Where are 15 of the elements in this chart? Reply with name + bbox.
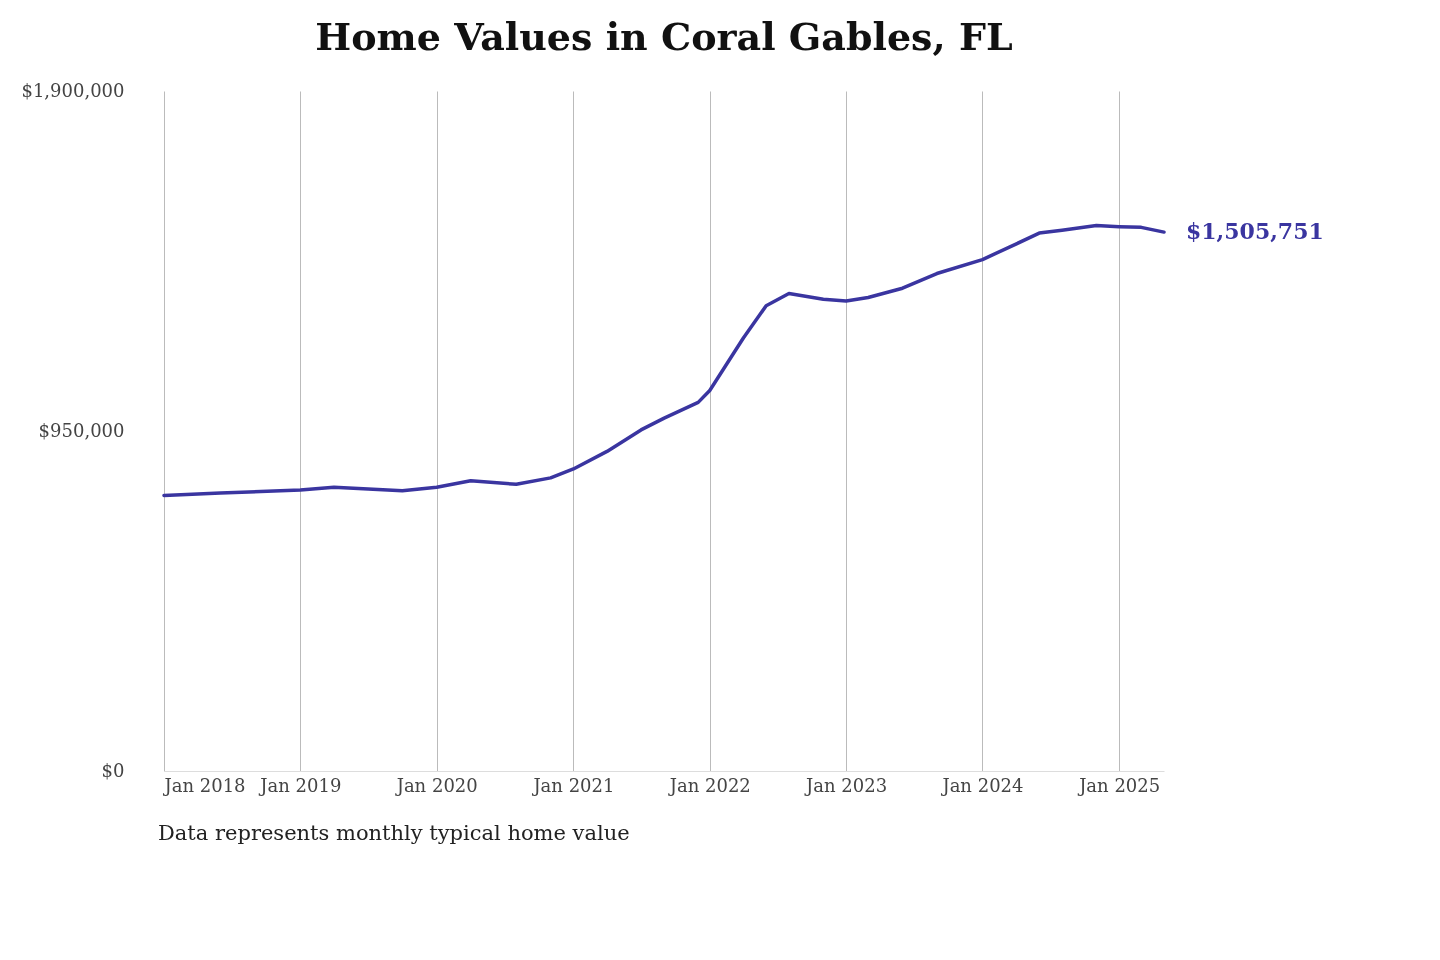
x-tick-label: Jan 2020 xyxy=(394,774,478,796)
y-tick-label: $950,000 xyxy=(38,419,125,441)
text: Data represents monthly typical home value xyxy=(158,821,631,845)
y-tick-label: $0 xyxy=(101,759,125,781)
x-tick-label: Jan 2019 xyxy=(258,774,342,796)
x-tick-label: Jan 2025 xyxy=(1077,774,1161,796)
x-tick-label: Jan 2018 xyxy=(162,774,246,796)
x-tick-label: Jan 2023 xyxy=(804,774,888,796)
chart-title: Home Values in Coral Gables, FL xyxy=(315,14,1013,59)
line-series xyxy=(162,223,1166,498)
x-tick-label: Jan 2021 xyxy=(531,774,615,796)
data-label: $1,505,751 xyxy=(1186,218,1324,245)
x-tick-label: Jan 2024 xyxy=(940,774,1024,796)
y-tick-label: $1,900,000 xyxy=(21,79,125,101)
x-tick-label: Jan 2022 xyxy=(667,774,751,796)
